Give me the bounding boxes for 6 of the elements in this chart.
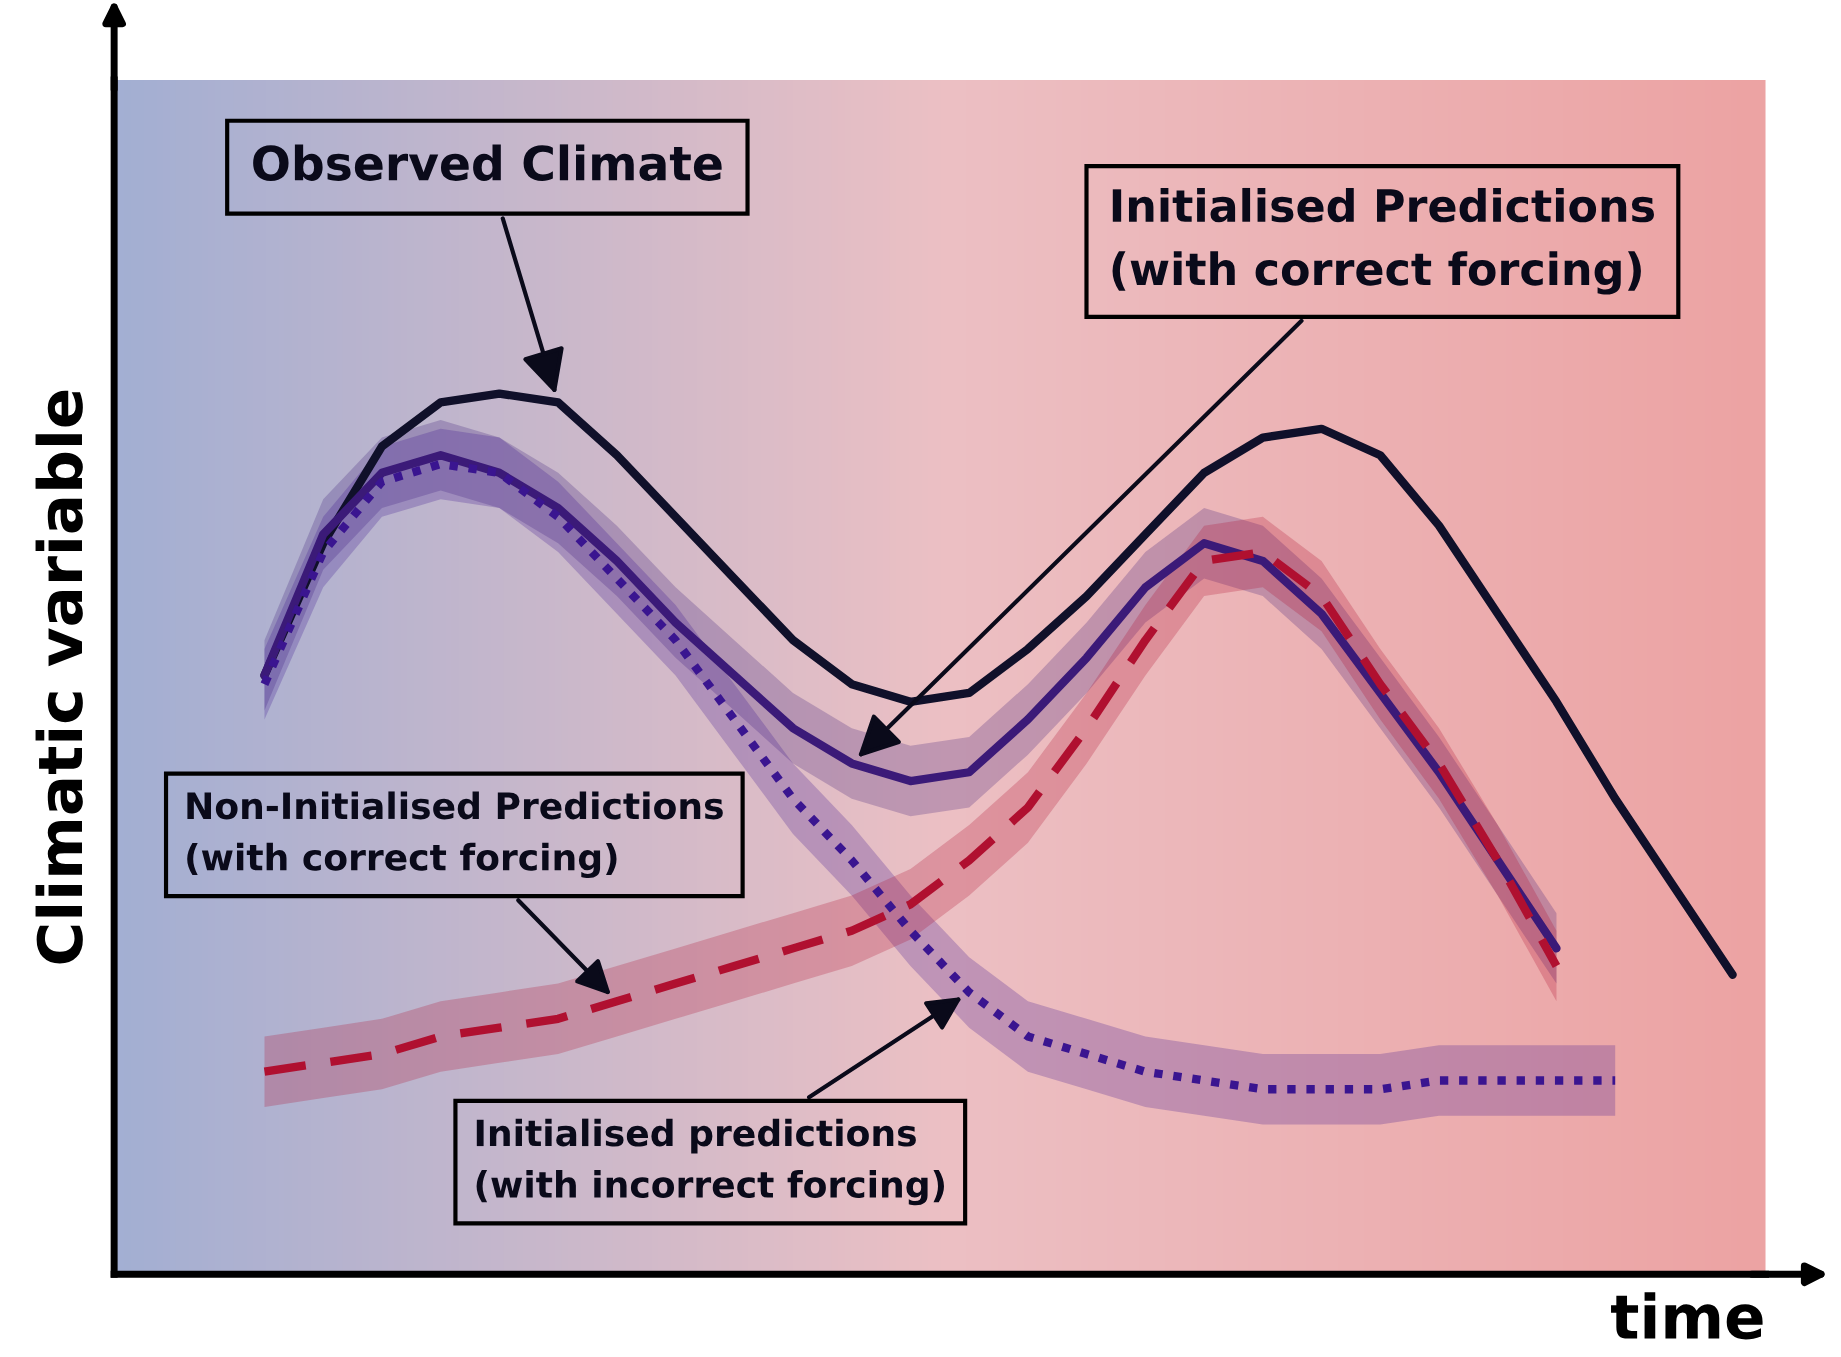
x-axis-title: time [1611,1292,1763,1340]
annotation: Initialised predictions (with incorrect forcing) [476,1118,944,1206]
annotation: Non-Initialised Predictions (with correct forcing) [187,791,723,879]
text: Observed Climate [253,144,722,181]
y-axis-title: Climatic variable [35,390,83,964]
text: Initialised Predictions (with correct forcing) [1112,187,1654,295]
